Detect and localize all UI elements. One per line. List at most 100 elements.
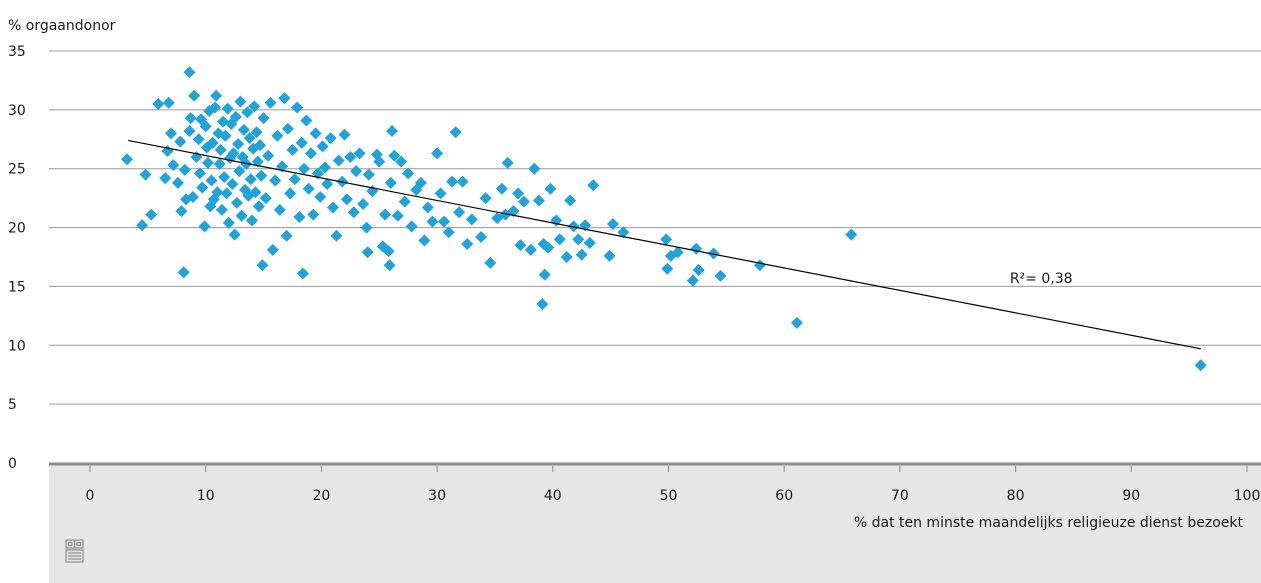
data-point bbox=[213, 158, 226, 171]
x-axis-band bbox=[49, 464, 1261, 583]
y-axis-title: % orgaandonor bbox=[8, 18, 116, 34]
data-point bbox=[139, 168, 152, 181]
data-point bbox=[174, 135, 187, 148]
data-point bbox=[583, 236, 596, 249]
data-point bbox=[316, 140, 329, 153]
data-point bbox=[384, 176, 397, 189]
data-point bbox=[536, 298, 549, 311]
data-point bbox=[553, 233, 566, 246]
data-point bbox=[250, 126, 263, 139]
data-point bbox=[442, 226, 455, 239]
x-tick-label: 50 bbox=[660, 488, 678, 504]
data-point bbox=[357, 198, 370, 211]
x-tick-label: 40 bbox=[544, 488, 562, 504]
data-point bbox=[288, 173, 301, 186]
data-point bbox=[255, 169, 268, 182]
data-point bbox=[446, 175, 459, 188]
data-point bbox=[692, 263, 705, 276]
data-point bbox=[524, 243, 537, 256]
data-point bbox=[606, 218, 619, 231]
data-point bbox=[528, 162, 541, 175]
y-tick-label: 20 bbox=[8, 221, 26, 237]
data-point bbox=[575, 248, 588, 261]
data-point bbox=[353, 147, 366, 160]
data-point bbox=[707, 247, 720, 260]
data-point bbox=[686, 274, 699, 287]
data-point bbox=[145, 208, 158, 221]
data-point bbox=[183, 125, 196, 138]
data-point bbox=[222, 216, 235, 229]
data-point bbox=[228, 228, 241, 241]
data-point bbox=[266, 243, 279, 256]
data-point bbox=[564, 194, 577, 207]
data-point bbox=[215, 203, 228, 216]
data-point bbox=[332, 154, 345, 167]
data-point bbox=[284, 187, 297, 200]
data-point bbox=[512, 187, 525, 200]
data-point bbox=[269, 174, 282, 187]
data-point bbox=[1194, 359, 1207, 372]
data-point bbox=[314, 190, 327, 203]
trendline bbox=[128, 139, 1201, 350]
data-point bbox=[507, 205, 520, 218]
data-point bbox=[360, 221, 373, 234]
data-point bbox=[196, 181, 209, 194]
data-point bbox=[484, 256, 497, 269]
data-point bbox=[465, 213, 478, 226]
data-point bbox=[249, 186, 262, 199]
data-point bbox=[572, 233, 585, 246]
x-tick-label: 80 bbox=[1007, 488, 1025, 504]
data-point bbox=[178, 163, 191, 176]
data-point bbox=[347, 206, 360, 219]
data-point bbox=[280, 229, 293, 242]
data-point bbox=[298, 162, 311, 175]
data-point bbox=[475, 230, 488, 243]
data-point bbox=[248, 100, 261, 113]
data-point bbox=[159, 172, 172, 185]
x-tick-label: 70 bbox=[891, 488, 909, 504]
data-point bbox=[395, 155, 408, 168]
x-tick-labels: 0 10 20 30 40 50 60 70 80 90 100 bbox=[86, 466, 1260, 504]
gridlines bbox=[49, 50, 1261, 405]
data-point bbox=[350, 165, 363, 178]
data-points bbox=[121, 66, 1207, 372]
data-point bbox=[426, 215, 439, 228]
data-point bbox=[286, 143, 299, 156]
data-point bbox=[660, 233, 673, 246]
data-point bbox=[136, 219, 149, 232]
data-point bbox=[753, 259, 766, 272]
data-point bbox=[714, 269, 727, 282]
x-axis-title: % dat ten minste maandelijks religieuze … bbox=[854, 515, 1244, 531]
data-point bbox=[517, 195, 530, 208]
data-point bbox=[300, 114, 313, 127]
data-point bbox=[226, 178, 239, 191]
x-tick-label: 0 bbox=[86, 488, 95, 504]
data-point bbox=[388, 149, 401, 162]
data-point bbox=[603, 249, 616, 262]
data-point bbox=[241, 106, 254, 119]
data-point bbox=[309, 127, 322, 140]
data-point bbox=[385, 125, 398, 138]
data-point bbox=[544, 182, 557, 195]
data-point bbox=[243, 132, 256, 145]
x-tick-label: 20 bbox=[312, 488, 330, 504]
data-point bbox=[318, 161, 331, 174]
y-tick-label: 0 bbox=[8, 456, 17, 472]
y-tick-labels: 0 5 10 15 20 25 30 35 bbox=[8, 44, 26, 472]
data-point bbox=[262, 149, 275, 162]
y-tick-label: 35 bbox=[8, 44, 26, 60]
data-point bbox=[344, 150, 357, 163]
data-point bbox=[233, 165, 246, 178]
data-point bbox=[273, 203, 286, 216]
data-point bbox=[162, 96, 175, 109]
data-point bbox=[382, 245, 395, 258]
data-point bbox=[479, 192, 492, 205]
data-point bbox=[461, 238, 474, 251]
data-point bbox=[167, 159, 180, 172]
data-point bbox=[251, 155, 264, 168]
data-point bbox=[175, 205, 188, 218]
data-point bbox=[453, 206, 466, 219]
data-point bbox=[208, 101, 221, 114]
data-point bbox=[234, 95, 247, 108]
data-point bbox=[240, 158, 253, 171]
